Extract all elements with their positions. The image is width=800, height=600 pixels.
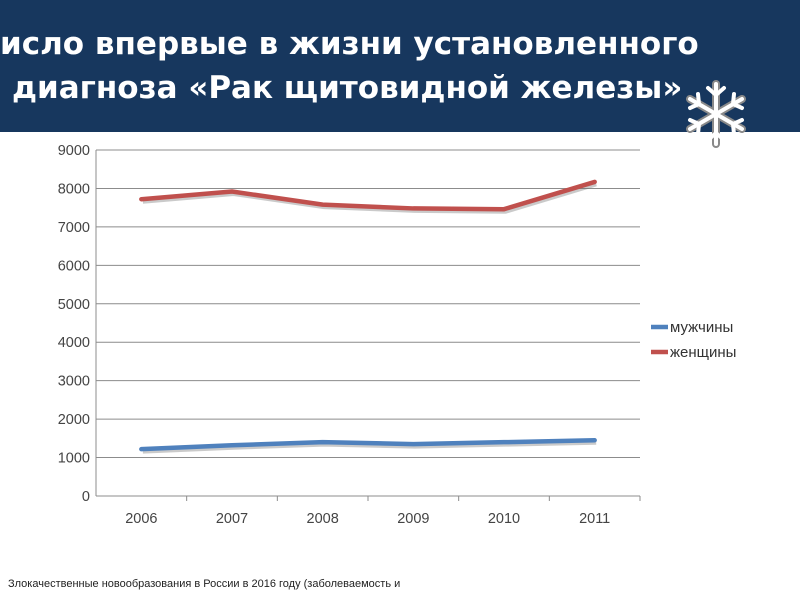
y-tick-label: 7000 xyxy=(58,220,90,236)
x-tick-label: 2011 xyxy=(579,511,610,527)
snowflake-icon xyxy=(686,80,746,148)
y-tick-label: 6000 xyxy=(58,258,90,274)
x-tick-label: 2010 xyxy=(488,511,520,527)
chart-legend: мужчины женщины xyxy=(651,319,736,361)
x-tick-label: 2006 xyxy=(125,511,157,527)
y-tick-label: 4000 xyxy=(58,335,90,351)
x-tick-label: 2009 xyxy=(397,511,429,527)
y-tick-label: 2000 xyxy=(58,412,90,428)
y-tick-label: 5000 xyxy=(58,297,90,313)
x-tick-label: 2007 xyxy=(216,511,248,527)
source-note: Злокачественные новообразования в России… xyxy=(8,578,401,590)
x-tick-label: 2008 xyxy=(307,511,339,527)
y-tick-label: 8000 xyxy=(58,181,90,197)
chart-series xyxy=(139,179,597,454)
legend-label: мужчины xyxy=(670,319,733,336)
y-tick-label: 3000 xyxy=(58,374,90,390)
chart-grid xyxy=(96,149,640,497)
title-line-2: диагноза «Рак щитовидной железы» xyxy=(12,70,683,106)
chart-axes: 0 1000 2000 3000 4000 5000 6000 7000 8000 9000 200… xyxy=(58,143,641,527)
y-tick-label: 9000 xyxy=(58,143,90,159)
title-line-1: исло впервые в жизни установленного xyxy=(0,26,699,62)
series-line-1 xyxy=(139,438,597,452)
legend-label: женщины xyxy=(670,344,736,361)
y-tick-label: 1000 xyxy=(58,451,90,467)
series-line-2 xyxy=(139,179,597,212)
title-banner xyxy=(0,0,800,132)
line-chart: 0 1000 2000 3000 4000 5000 6000 7000 8000 9000 200… xyxy=(58,143,737,527)
y-tick-label: 0 xyxy=(82,489,90,505)
